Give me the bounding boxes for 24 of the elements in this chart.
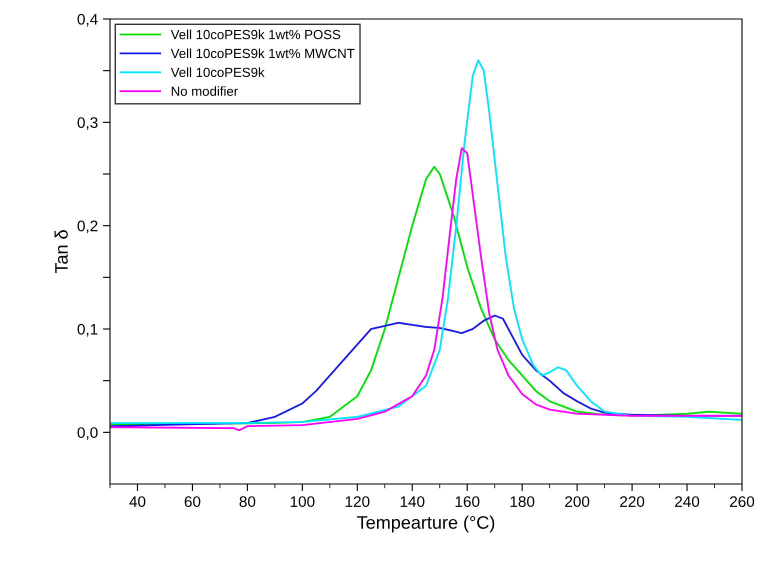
legend-label: Vell 10coPES9k 1wt% POSS	[170, 30, 340, 40]
y-tick-label: 0,0	[78, 427, 98, 440]
line-series	[110, 59, 742, 424]
x-tick-label: 240	[675, 496, 700, 508]
x-tick-label: 100	[290, 496, 314, 508]
x-tick-label: 200	[565, 496, 590, 508]
y-axis-title: Tan δ	[54, 230, 68, 274]
legend-label: No modifier	[172, 86, 238, 96]
x-tick-label: 60	[184, 496, 200, 508]
y-tick-label: 0,4	[78, 14, 98, 26]
y-tick-label: 0,2	[78, 220, 98, 234]
x-tick-label: 180	[510, 496, 534, 508]
legend-label: Vell 10coPES9k 1wt% MWCNT	[170, 48, 354, 58]
x-tick-label: 120	[346, 496, 370, 508]
x-tick-label: 40	[129, 496, 146, 508]
x-tick-label: 140	[400, 496, 424, 508]
y-tick-label: 0,1	[78, 324, 98, 336]
x-tick-label: 160	[456, 496, 480, 508]
y-tick-label: 0,3	[78, 117, 98, 130]
x-tick-label: 80	[240, 496, 256, 508]
legend-label: Vell 10coPES9k	[170, 67, 265, 78]
x-tick-label: 220	[620, 496, 644, 508]
x-tick-label: 260	[730, 496, 754, 508]
x-axis-title: Tempearture (°C)	[357, 516, 494, 532]
